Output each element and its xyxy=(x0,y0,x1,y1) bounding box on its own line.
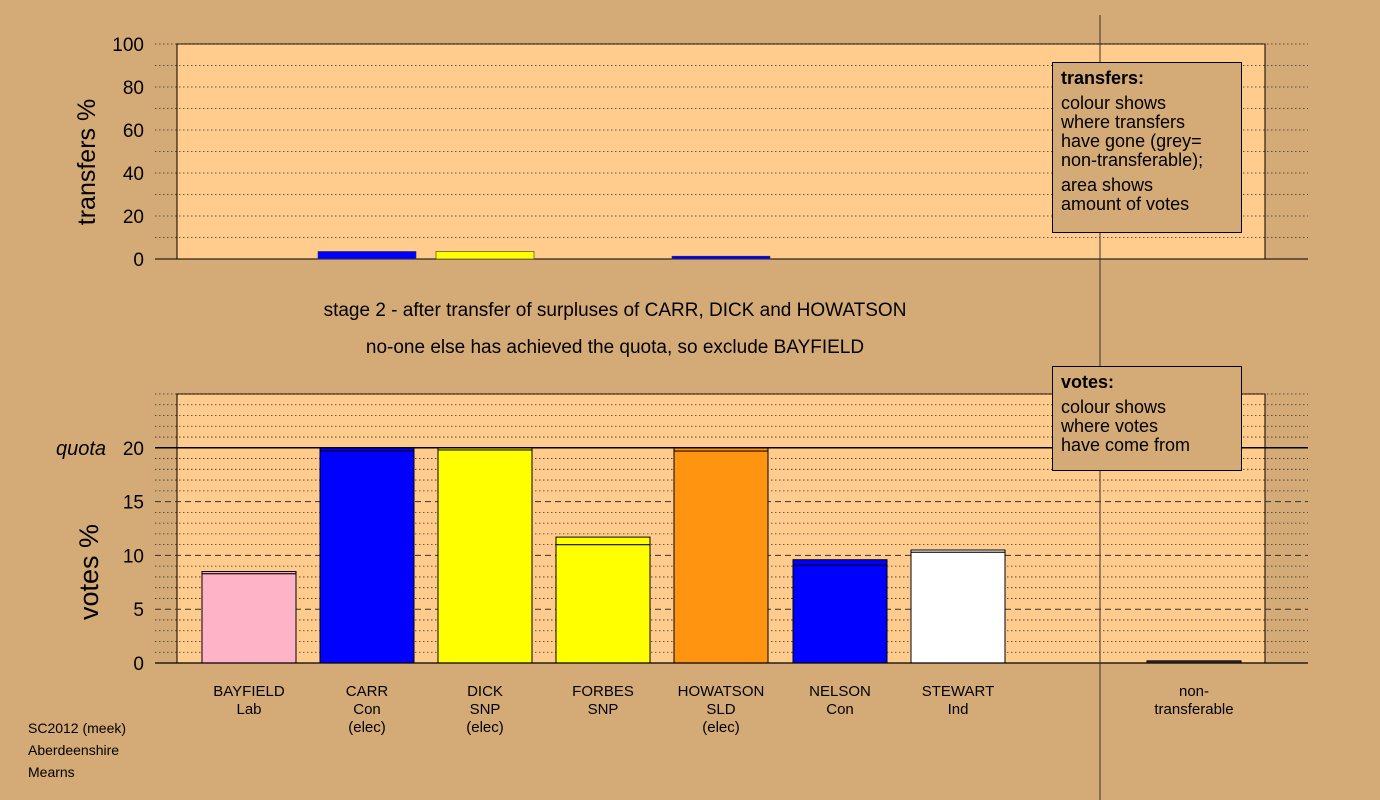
transfer-bar-dick xyxy=(435,251,535,260)
votes-y-tick-label: 5 xyxy=(133,600,144,621)
candidate-label-line: (elec) xyxy=(348,719,386,736)
transfers-legend-text: colour shows where transfers have gone (… xyxy=(1061,93,1204,170)
votes-legend: votes: colour shows where votes have com… xyxy=(1052,366,1242,471)
vote-bar-carr xyxy=(319,450,415,664)
candidate-label-line: Lab xyxy=(236,701,262,718)
transfers-y-tick-label: 60 xyxy=(123,121,144,142)
nontransferable-bar xyxy=(1146,660,1242,664)
candidate-label-line: SNP xyxy=(469,701,501,718)
candidate-label-line: SNP xyxy=(587,701,619,718)
vote-bar-stewart xyxy=(910,551,1006,664)
candidate-label-dick: DICK SNP (elec) xyxy=(425,683,545,737)
candidate-label-stewart: STEWART Ind xyxy=(898,683,1018,719)
transfer-bar-howatson xyxy=(671,255,771,260)
vote-bar-transfer-bayfield xyxy=(201,571,297,575)
votes-y-tick-label: 0 xyxy=(133,654,144,675)
candidate-label-line: STEWART xyxy=(921,683,995,700)
votes-y-axis-label: votes % xyxy=(74,524,104,620)
transfers-legend-text: area shows amount of votes xyxy=(1061,175,1190,214)
stage-action: no-one else has achieved the quota, so e… xyxy=(365,337,865,358)
votes-legend-title: votes: xyxy=(1061,372,1115,392)
transfers-y-axis-label: transfers % xyxy=(73,99,101,225)
candidate-label-line: CARR xyxy=(345,683,389,700)
candidate-label-line: FORBES xyxy=(572,683,634,700)
candidate-label-line: (elec) xyxy=(702,719,740,736)
transfer-bar-carr xyxy=(317,251,417,260)
candidate-label-line: Con xyxy=(353,701,381,718)
candidate-label-bayfield: BAYFIELD Lab xyxy=(189,683,309,719)
vote-bar-transfer-forbes xyxy=(555,536,651,546)
vote-bar-dick xyxy=(437,449,533,664)
footer-council: Aberdeenshire xyxy=(28,742,120,758)
candidate-label-line: Ind xyxy=(947,701,969,718)
candidate-label-line: HOWATSON xyxy=(677,683,765,700)
vote-bar-howatson xyxy=(673,450,769,664)
candidate-label-carr: CARR Con (elec) xyxy=(307,683,427,737)
transfers-legend: transfers: colour shows where transfers … xyxy=(1052,62,1242,233)
candidate-label-line: (elec) xyxy=(466,719,504,736)
vote-bar-transfer-stewart xyxy=(910,549,1006,553)
quota-label: quota xyxy=(56,438,106,460)
footer-ward: Mearns xyxy=(28,764,75,780)
vote-bar-forbes xyxy=(555,544,651,664)
votes-y-tick-label: 10 xyxy=(123,546,144,567)
vote-bar-bayfield xyxy=(201,573,297,664)
transfers-y-tick-label: 80 xyxy=(123,78,144,99)
transfers-y-tick-label: 20 xyxy=(123,207,144,228)
candidate-label-line: NELSON xyxy=(809,683,871,700)
transfers-y-tick-label: 0 xyxy=(133,250,144,271)
transfers-legend-title: transfers: xyxy=(1061,68,1145,88)
transfers-y-tick-label: 40 xyxy=(123,164,144,185)
transfers-y-tick-label: 100 xyxy=(112,35,144,56)
candidate-label-line: DICK xyxy=(467,683,503,700)
nontransferable-label: non- transferable xyxy=(1154,683,1234,718)
candidate-label-line: BAYFIELD xyxy=(213,683,285,700)
votes-legend-text: colour shows where votes have come from xyxy=(1061,397,1191,455)
candidate-label-howatson: HOWATSON SLD (elec) xyxy=(661,683,781,737)
votes-y-tick-label: 20 xyxy=(123,439,144,460)
stage-description: stage 2 - after transfer of surpluses of… xyxy=(323,300,907,321)
vote-bar-transfer-nelson xyxy=(792,559,888,566)
votes-y-tick-label: 15 xyxy=(123,493,144,514)
candidate-label-line: Con xyxy=(826,701,854,718)
candidate-label-forbes: FORBES SNP xyxy=(543,683,663,719)
candidate-label-line: SLD xyxy=(706,701,736,718)
candidate-label-nelson: NELSON Con xyxy=(780,683,900,719)
footer-system: SC2012 (meek) xyxy=(28,720,127,736)
vote-bar-nelson xyxy=(792,564,888,664)
